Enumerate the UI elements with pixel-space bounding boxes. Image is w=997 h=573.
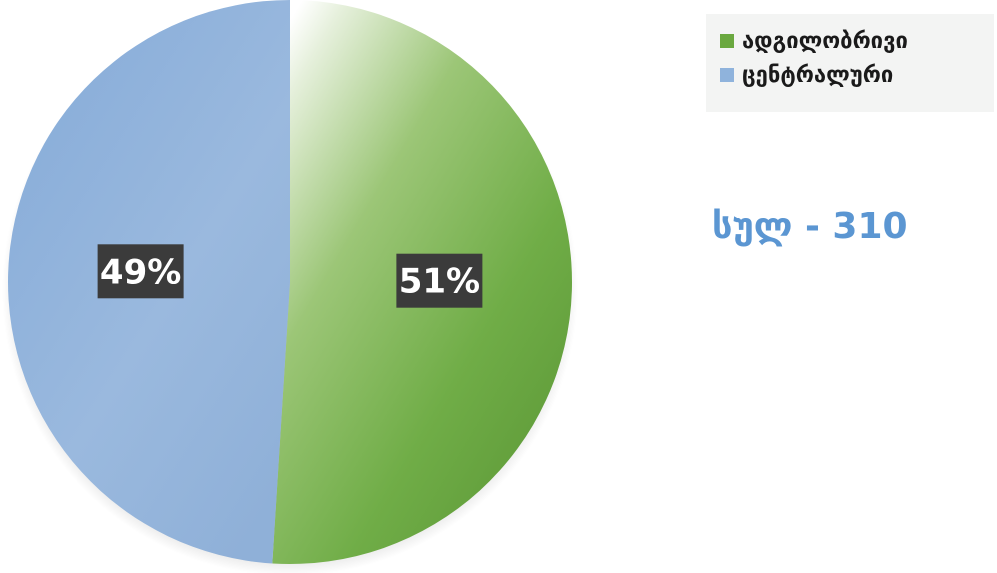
legend-label-central: ცენტრალური [742,62,894,88]
legend-item-central: ცენტრალური [720,58,994,92]
legend-item-local: ადგილობრივი [720,24,994,58]
data-label-central: 49% [97,244,184,299]
data-label-local: 51% [396,253,483,308]
pie-chart: 51% 49% [2,0,578,573]
legend: ადგილობრივი ცენტრალური [706,14,994,112]
pie-slices [8,0,572,564]
legend-swatch-local [720,34,734,48]
data-label-box [396,253,483,308]
data-label-text: 49% [100,252,181,292]
data-label-box [97,244,184,299]
pie-data-labels: 51% 49% [97,244,483,308]
legend-swatch-central [720,68,734,82]
legend-label-local: ადგილობრივი [742,28,908,54]
data-label-text: 51% [399,262,480,302]
total-annotation: სულ - 310 [712,206,908,247]
